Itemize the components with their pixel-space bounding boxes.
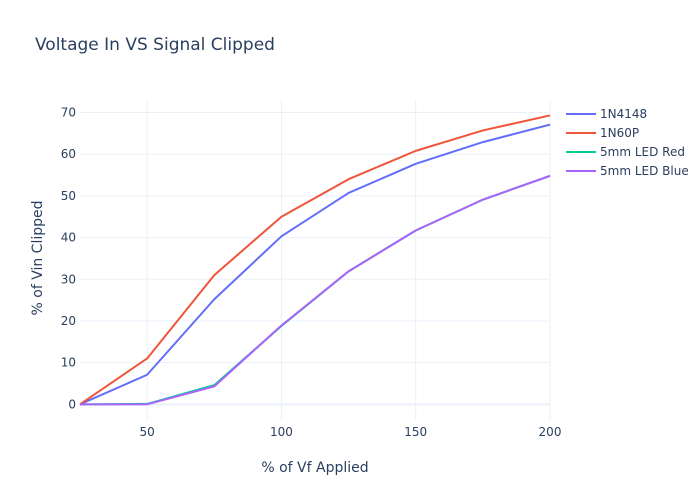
x-axis-title: % of Vf Applied <box>261 460 368 476</box>
y-tick-label: 50 <box>61 189 76 203</box>
tick-labels: 50 100 150 200 0 10 20 30 40 50 60 70 <box>61 106 562 439</box>
y-tick-label: 0 <box>68 397 76 411</box>
legend-label: 1N60P <box>600 126 639 140</box>
y-tick-label: 60 <box>61 147 76 161</box>
series-lines <box>79 114 551 406</box>
x-tick-label: 100 <box>270 425 293 439</box>
legend[interactable]: 1N4148 1N60P 5mm LED Red 5mm LED Blue <box>566 107 689 178</box>
chart-title: Voltage In VS Signal Clipped <box>35 35 275 55</box>
y-tick-label: 70 <box>61 106 76 120</box>
y-tick-label: 10 <box>61 356 76 370</box>
legend-label: 5mm LED Red <box>600 145 685 159</box>
series-line-5mm-led-blue <box>80 174 551 406</box>
y-axis-title: % of Vin Clipped <box>30 200 46 315</box>
legend-label: 1N4148 <box>600 107 647 121</box>
y-tick-label: 40 <box>61 231 76 245</box>
legend-item[interactable]: 1N4148 <box>566 107 647 121</box>
series-line-1n4148 <box>79 123 551 406</box>
legend-item[interactable]: 5mm LED Red <box>566 145 685 159</box>
legend-item[interactable]: 1N60P <box>566 126 639 140</box>
y-tick-label: 20 <box>61 314 76 328</box>
x-tick-label: 200 <box>539 425 562 439</box>
series-line-1n60p <box>79 114 551 406</box>
y-tick-label: 30 <box>61 272 76 286</box>
x-tick-label: 150 <box>404 425 427 439</box>
legend-item[interactable]: 5mm LED Blue <box>566 164 689 178</box>
grid <box>80 100 551 421</box>
x-tick-label: 50 <box>140 425 155 439</box>
legend-label: 5mm LED Blue <box>600 164 689 178</box>
